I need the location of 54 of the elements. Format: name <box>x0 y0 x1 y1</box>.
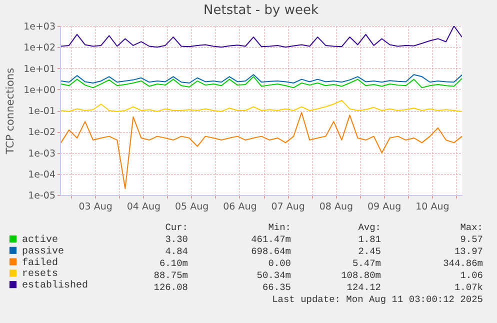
text: 2.45 <box>358 246 381 257</box>
y-tick-label: 1e+03 <box>24 22 56 32</box>
text: 3.30 <box>165 234 188 245</box>
text: 1.06 <box>460 270 483 281</box>
text: 461.47m <box>251 234 291 245</box>
y-tick-label: 1e+02 <box>24 42 56 54</box>
y-tick-label: 1e-04 <box>28 169 56 180</box>
line-series <box>60 76 462 88</box>
y-tick-label: 1e+01 <box>24 64 56 75</box>
y-tick-label: 1e+00 <box>24 84 56 96</box>
line-series <box>60 112 462 190</box>
line-series <box>60 100 462 112</box>
text: Last update: Mon Aug 11 03:00:12 2025 <box>272 294 483 305</box>
text: 344.86m <box>443 258 483 269</box>
chart-title: Netstat - by week <box>204 3 319 18</box>
text: 126.08 <box>154 282 188 293</box>
text: Max: <box>460 222 483 233</box>
line-series <box>60 74 462 84</box>
text: 1.81 <box>358 234 381 245</box>
y-tick-label: 1e-02 <box>28 127 56 138</box>
text: 5.47m <box>352 258 381 269</box>
text: Min: <box>268 222 291 233</box>
text: 0.00 <box>268 258 291 269</box>
line-series <box>60 26 462 48</box>
text: 108.80m <box>341 270 381 281</box>
legend-label: passive <box>22 245 64 258</box>
x-tick-label: 05 Aug <box>174 202 209 212</box>
legend-label: failed <box>22 256 58 269</box>
x-tick-label: 04 Aug <box>126 202 161 212</box>
text: Avg: <box>358 222 381 233</box>
legend-label: established <box>22 280 88 292</box>
text: 9.57 <box>460 234 483 245</box>
legend-label: active <box>22 234 58 246</box>
text: 698.64m <box>251 246 291 257</box>
text: 66.35 <box>262 282 291 293</box>
legend-label: resets <box>22 269 58 280</box>
y-tick-label: 1e-05 <box>28 190 56 202</box>
x-tick-label: 06 Aug <box>223 202 257 212</box>
y-tick-label: 1e-03 <box>28 148 56 160</box>
text: 50.34m <box>256 270 291 281</box>
y-tick-label: 1e-01 <box>28 106 56 117</box>
x-tick-label: 07 Aug <box>271 202 305 212</box>
text: Cur: <box>165 222 188 233</box>
x-tick-label: 09 Aug <box>367 202 402 212</box>
text: 124.12 <box>346 282 381 293</box>
text: 6.10m <box>159 258 188 269</box>
x-tick-label: 08 Aug <box>319 202 354 212</box>
text: 88.75m <box>154 270 188 281</box>
x-tick-label: 03 Aug <box>78 202 112 212</box>
text: 13.97 <box>454 246 483 257</box>
x-tick-label: 10 Aug <box>416 202 450 212</box>
text: 4.84 <box>165 246 188 257</box>
y-axis-title: TCP connections <box>4 68 17 156</box>
text: 1.07k <box>454 282 483 293</box>
